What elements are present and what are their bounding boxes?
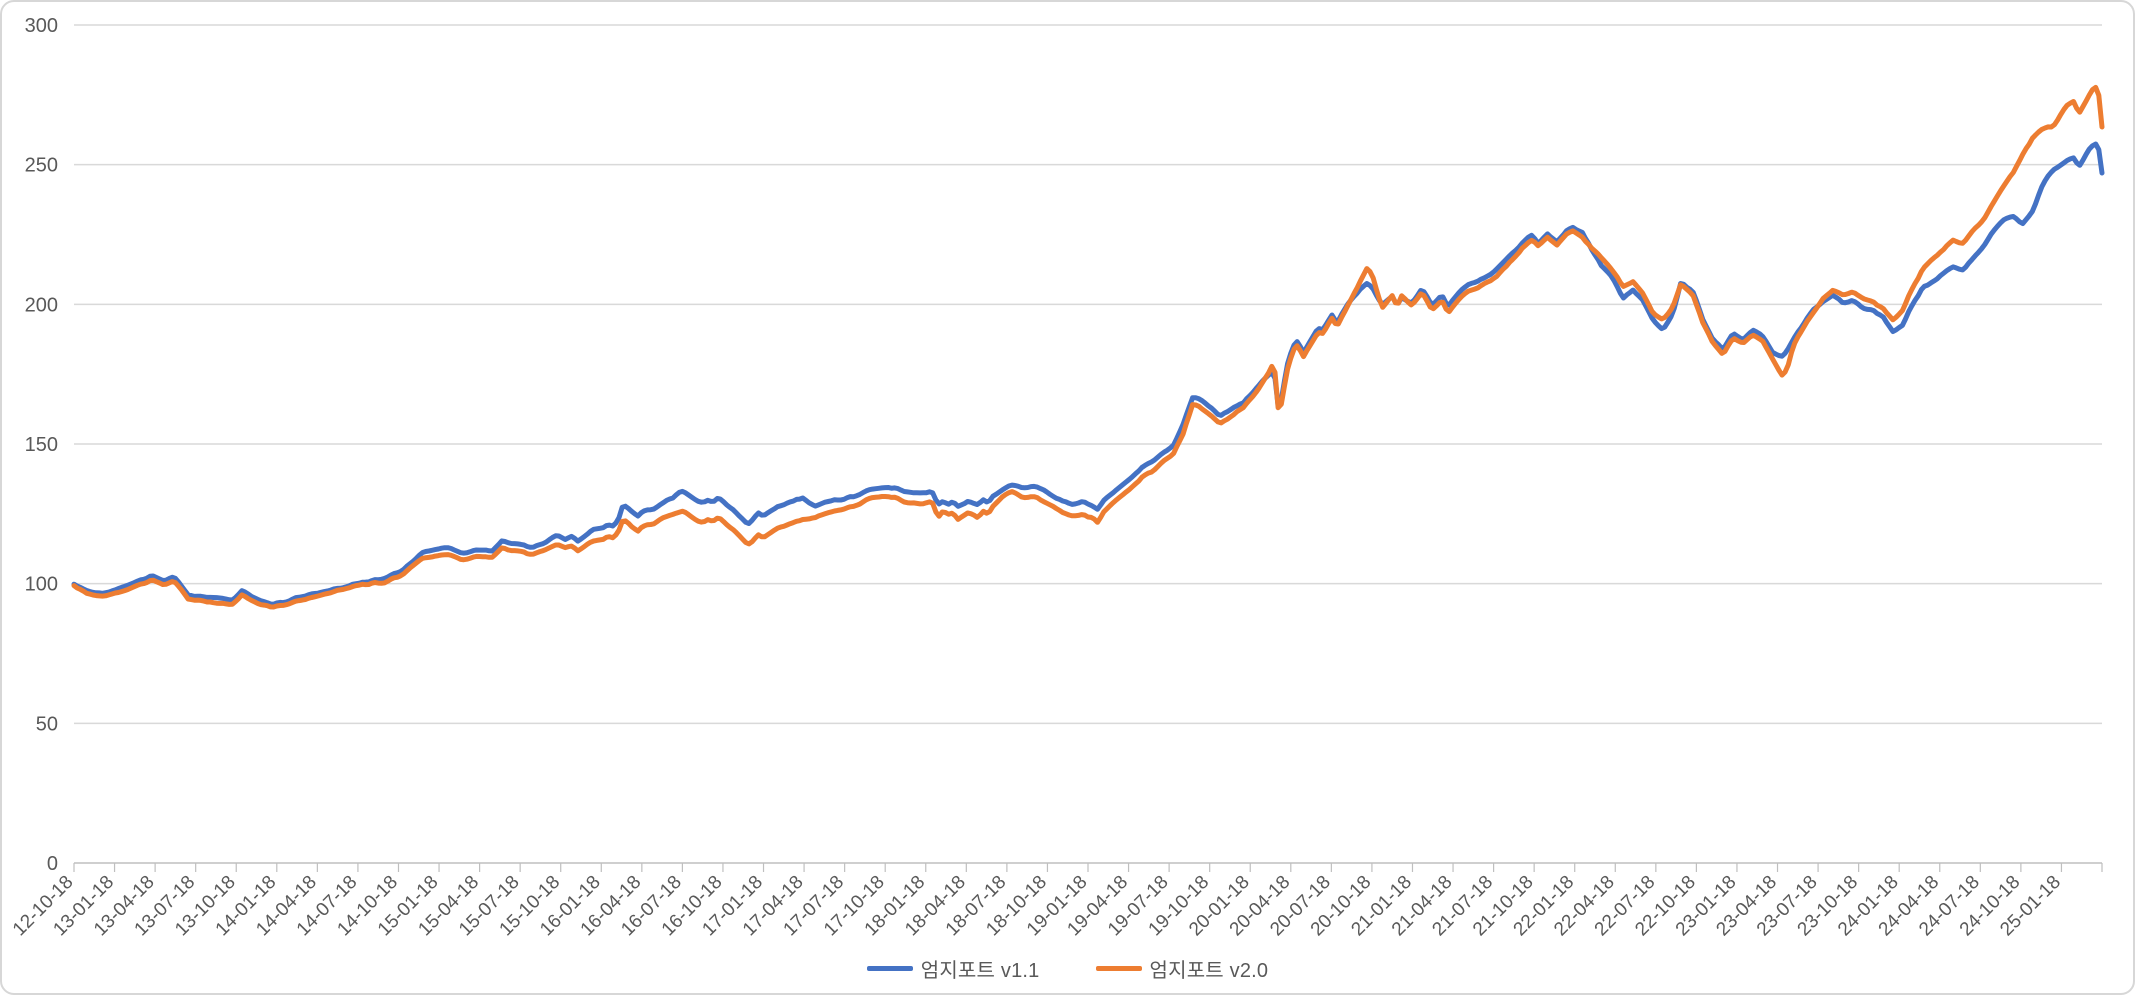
y-axis-label: 300	[25, 15, 58, 37]
y-axis-label: 150	[25, 434, 58, 456]
y-axis-label: 50	[36, 713, 58, 735]
y-axis-label: 0	[47, 853, 58, 875]
legend-line-icon-v1	[866, 965, 913, 971]
legend-item-v2: 엄지포트 v2.0	[1095, 954, 1269, 983]
legend: 엄지포트 v1.1 엄지포트 v2.0	[2, 950, 2133, 986]
y-axis-label: 200	[25, 294, 58, 316]
series-line-v2	[71, 84, 2105, 610]
legend-label-v1: 엄지포트 v1.1	[920, 959, 1040, 982]
legend-line-icon-v2	[1095, 965, 1142, 971]
y-axis-label: 250	[25, 155, 58, 177]
y-axis-label: 100	[25, 574, 58, 596]
legend-item-v1: 엄지포트 v1.1	[866, 954, 1040, 983]
legend-label-v2: 엄지포트 v2.0	[1149, 959, 1269, 982]
series-line-v1	[71, 141, 2105, 607]
